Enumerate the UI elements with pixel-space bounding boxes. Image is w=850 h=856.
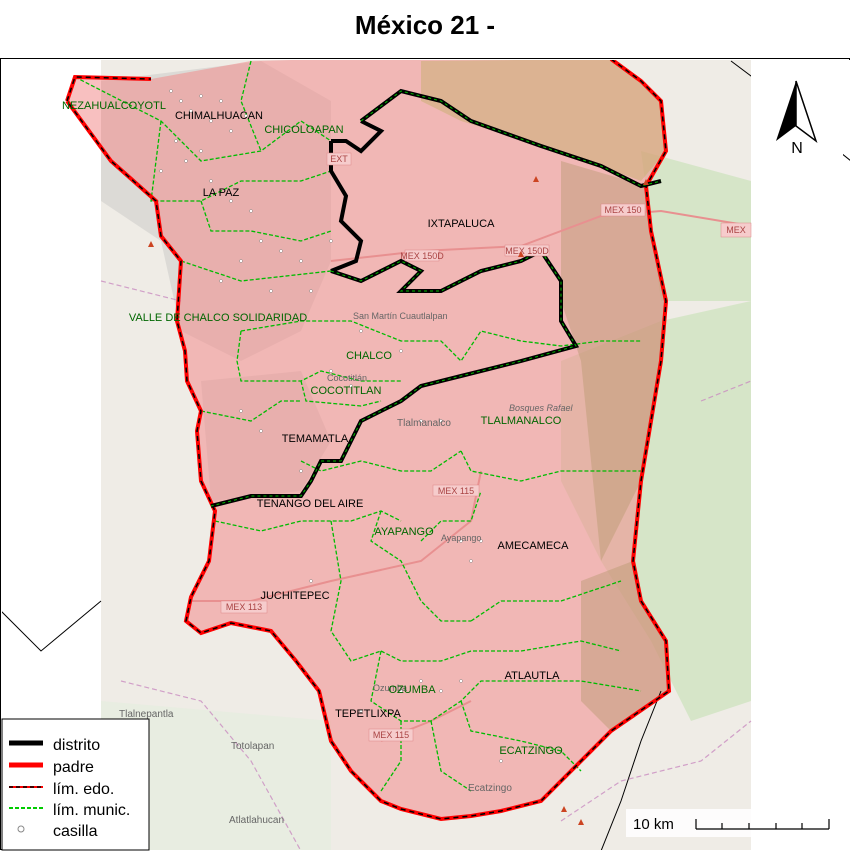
forest-area bbox=[101, 701, 331, 850]
legend-item-casilla: casilla bbox=[17, 823, 98, 840]
road-shield: MEX 115 bbox=[368, 728, 414, 742]
svg-text:MEX 113: MEX 113 bbox=[226, 602, 262, 612]
svg-text:MEX 150D: MEX 150D bbox=[505, 246, 549, 256]
municipality-label: TEPETLIXPA bbox=[335, 708, 401, 720]
municipality-label: ATLAUTLA bbox=[505, 670, 560, 682]
municipality-label: CHICOLOAPAN bbox=[264, 124, 343, 136]
scale-bar: 10 km bbox=[626, 809, 841, 837]
svg-text:MEX 115: MEX 115 bbox=[373, 730, 409, 740]
map-frame[interactable]: MEX 150D MEX 150D MEX 150 MEX MEX 113 ME… bbox=[0, 58, 850, 851]
north-label: N bbox=[791, 140, 803, 157]
municipality-label: COCOTITLAN bbox=[311, 385, 382, 397]
road-shield: MEX 113 bbox=[220, 600, 268, 614]
svg-text:lím. edo.: lím. edo. bbox=[53, 781, 114, 798]
place-label: Bosques Rafael bbox=[509, 403, 574, 413]
svg-text:MEX 150D: MEX 150D bbox=[400, 251, 444, 261]
municipality-label: TLALMANALCO bbox=[481, 415, 562, 427]
svg-text:distrito: distrito bbox=[53, 737, 100, 754]
place-label: Ozumba bbox=[373, 683, 407, 693]
municipality-label: LA PAZ bbox=[203, 187, 240, 199]
municipality-label: OZUMBA bbox=[388, 684, 436, 696]
municipality-labels: NEZAHUALCOYOTL CHIMALHUACAN CHICOLOAPAN … bbox=[62, 100, 569, 757]
municipality-label: JUCHITEPEC bbox=[260, 590, 329, 602]
svg-text:lím. munic.: lím. munic. bbox=[53, 802, 130, 819]
road-shield: MEX 150 bbox=[600, 203, 646, 217]
road-shields: MEX 150D MEX 150D MEX 150 MEX MEX 113 ME… bbox=[220, 152, 752, 742]
road-shield: MEX 150D bbox=[400, 249, 444, 262]
terrain-tint bbox=[421, 60, 666, 181]
casillas bbox=[159, 89, 503, 763]
municipality-label: IXTAPALUCA bbox=[428, 218, 495, 230]
map-title: México 21 - bbox=[354, 10, 496, 40]
forest-area bbox=[641, 151, 751, 301]
municipality-label: TENANGO DEL AIRE bbox=[257, 498, 364, 510]
municipality-label: AMECAMECA bbox=[498, 540, 570, 552]
place-label: Ecatzingo bbox=[468, 783, 512, 794]
municipality-label: CHALCO bbox=[346, 350, 392, 362]
place-label: Totolapan bbox=[231, 741, 274, 752]
road-shield: MEX bbox=[720, 222, 752, 238]
place-label: Tlalnepantla bbox=[119, 709, 174, 720]
terrain-tint bbox=[581, 561, 669, 731]
municipality-label: VALLE DE CHALCO SOLIDARIDAD bbox=[129, 312, 307, 324]
municipality-label: CHIMALHUACAN bbox=[175, 110, 263, 122]
svg-text:MEX 115: MEX 115 bbox=[438, 486, 474, 496]
basemap-labels: Tlalnepantla Totolapan Atlatlahucan Ecat… bbox=[119, 311, 574, 826]
legend-item-padre: padre bbox=[9, 759, 94, 776]
legend-item-lim-munic: lím. munic. bbox=[9, 802, 130, 819]
north-arrow: N bbox=[751, 71, 843, 161]
place-label: Ayapango bbox=[441, 533, 481, 543]
place-label: San Martín Cuautlalpan bbox=[353, 311, 448, 321]
svg-text:casilla: casilla bbox=[53, 823, 98, 840]
road-shield: MEX 150D bbox=[504, 244, 549, 257]
svg-text:padre: padre bbox=[53, 759, 94, 776]
legend-item-distrito: distrito bbox=[9, 737, 100, 754]
svg-text:EXT: EXT bbox=[330, 154, 348, 164]
legend-item-lim-edo: lím. edo. bbox=[9, 781, 114, 798]
place-label: Atlatlahucan bbox=[229, 815, 284, 826]
scale-label: 10 km bbox=[633, 816, 674, 833]
road-shield: EXT bbox=[326, 152, 352, 166]
road-shield: MEX 115 bbox=[432, 484, 480, 497]
municipality-label: AYAPANGO bbox=[374, 526, 434, 538]
svg-text:MEX 150: MEX 150 bbox=[604, 205, 641, 215]
terrain-tint bbox=[561, 161, 666, 561]
svg-text:MEX: MEX bbox=[726, 225, 746, 235]
municipality-label: NEZAHUALCOYOTL bbox=[62, 100, 166, 112]
peak-markers bbox=[148, 176, 649, 825]
municipality-label: ECATZINGO bbox=[499, 745, 563, 757]
place-label: Tlalmanalco bbox=[397, 418, 451, 429]
legend: distrito padre lím. edo. lím. munic. cas… bbox=[1, 718, 150, 851]
municipality-label: TEMAMATLA bbox=[282, 433, 349, 445]
place-label: Cocotitlán bbox=[327, 373, 367, 383]
map-canvas: MEX 150D MEX 150D MEX 150 MEX MEX 113 ME… bbox=[1, 60, 850, 851]
